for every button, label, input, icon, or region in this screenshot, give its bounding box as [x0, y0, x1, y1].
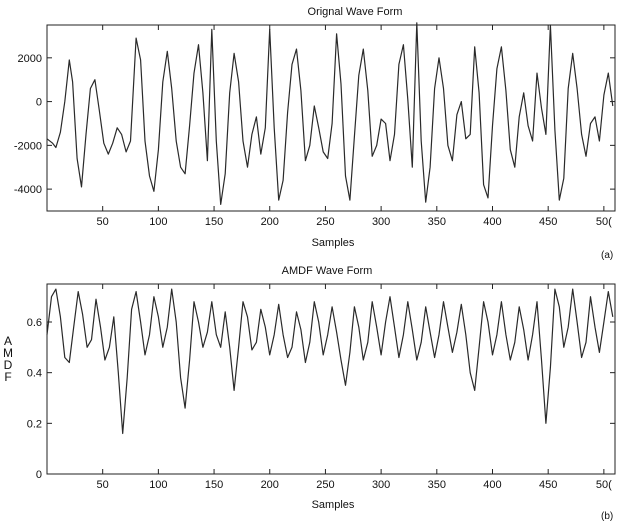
panel-tag: (a)	[601, 250, 613, 261]
chart-panel-amdf: AMDF Wave Form 50 100 150 200 250 300 350 400 45…	[3, 265, 616, 522]
x-tick-label: 450	[539, 479, 557, 491]
x-tick-label: 250	[316, 216, 334, 228]
y-tick-label: 0	[36, 97, 42, 109]
y-axis-label-letter: F	[4, 370, 11, 384]
y-tick-label: 2000	[18, 53, 42, 65]
y-tick-label: -4000	[14, 184, 42, 196]
x-tick-label: 400	[483, 216, 501, 228]
x-tick-label: 300	[372, 479, 390, 491]
panel-tag: (b)	[601, 511, 613, 522]
y-axis-label-letter: M	[3, 346, 13, 360]
x-tick-label: 200	[261, 479, 279, 491]
x-tick-label: 150	[205, 479, 223, 491]
x-tick-label: 100	[149, 216, 167, 228]
chart-panel-original: Orignal Wave Form 50 100 150 200 250 300 350 40…	[14, 6, 616, 261]
original-waveform-line	[46, 22, 614, 205]
plot-frame	[46, 283, 616, 475]
tick-group: 50 100 150 200 250 300 350 400 450 50( 2000 0 -2000 -…	[14, 25, 615, 228]
y-tick-label: -2000	[14, 140, 42, 152]
x-tick-label: 350	[428, 479, 446, 491]
x-tick-label: 50(	[596, 216, 612, 228]
x-tick-label: 250	[316, 479, 334, 491]
tick-group: 50 100 150 200 250 300 350 400 450 50( 0.6 0.4 0.2 0	[27, 284, 615, 491]
x-tick-label: 50	[97, 479, 109, 491]
x-tick-label: 350	[428, 216, 446, 228]
x-axis-label: Samples	[312, 237, 355, 249]
x-tick-label: 300	[372, 216, 390, 228]
x-tick-label: 450	[539, 216, 557, 228]
y-axis-label-letter: A	[4, 334, 12, 348]
x-axis-label: Samples	[312, 499, 355, 511]
y-axis-label-letter: D	[4, 358, 13, 372]
x-tick-label: 50(	[596, 479, 612, 491]
y-tick-label: 0.2	[27, 418, 42, 430]
y-axis-label: AMDF	[3, 334, 13, 384]
chart-title: AMDF Wave Form	[282, 265, 373, 277]
y-tick-label: 0	[36, 469, 42, 481]
x-tick-label: 150	[205, 216, 223, 228]
x-tick-label: 100	[149, 479, 167, 491]
plot-frame	[46, 24, 616, 212]
y-tick-label: 0.4	[27, 368, 42, 380]
y-tick-label: 0.6	[27, 317, 42, 329]
x-tick-label: 400	[483, 479, 501, 491]
x-tick-label: 200	[261, 216, 279, 228]
amdf-waveform-line	[46, 288, 614, 435]
chart-title: Orignal Wave Form	[308, 6, 403, 18]
x-tick-label: 50	[97, 216, 109, 228]
